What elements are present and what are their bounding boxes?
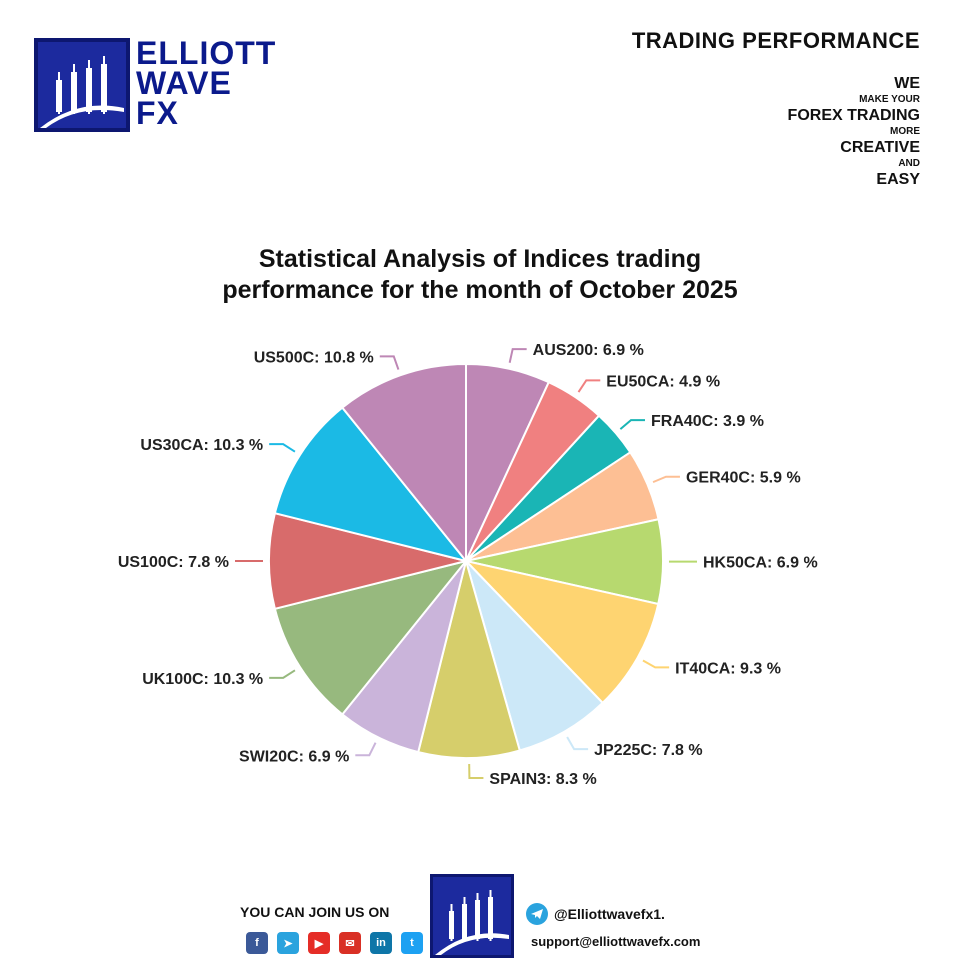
twitter-icon[interactable]: t — [401, 932, 423, 954]
slice-label: US100C: 7.8 % — [118, 554, 229, 571]
chart-title: Statistical Analysis of Indices trading … — [0, 244, 960, 306]
leader-line — [269, 669, 296, 679]
pie-slice — [416, 557, 522, 759]
slice-label: GER40C: 5.9 % — [686, 470, 801, 487]
linkedin-icon[interactable]: in — [370, 932, 392, 954]
footer-logo — [430, 874, 514, 958]
tagline-line: FOREX TRADING — [787, 107, 920, 124]
tagline: WE MAKE YOUR FOREX TRADING MORE CREATIVE AND E… — [788, 74, 920, 190]
slice-label: AUS200: 6.9 % — [533, 342, 644, 359]
brand-logo: ELLIOTT WAVE FX — [34, 35, 304, 134]
slice-label: UK100C: 10.3 % — [142, 671, 263, 688]
page-title: TRADING PERFORMANCE — [631, 28, 920, 53]
logo-wordmark: ELLIOTT WAVE FX — [136, 35, 277, 131]
slice-label: US500C: 10.8 % — [254, 349, 374, 366]
chart-title-line: performance for the month of October 202… — [222, 276, 738, 304]
slice-label: SPAIN3: 8.3 % — [489, 771, 596, 788]
leader-line — [619, 419, 646, 430]
tagline-line: AND — [898, 158, 920, 169]
telegram-contact[interactable]: @Elliottwavefx1. — [526, 903, 665, 925]
join-us-text: YOU CAN JOIN US ON — [240, 904, 390, 920]
pie-slice — [273, 406, 469, 563]
slice-label: FRA40C: 3.9 % — [651, 413, 764, 430]
leader-line — [379, 355, 400, 370]
slice-label: EU50CA: 4.9 % — [606, 373, 720, 390]
facebook-icon[interactable]: f — [246, 932, 268, 954]
pie-slice — [340, 362, 467, 564]
social-links: f ➤ ▶ ✉ in t — [246, 932, 423, 954]
slice-label: IT40CA: 9.3 % — [675, 660, 781, 677]
tagline-line: MAKE YOUR — [859, 94, 920, 105]
support-email[interactable]: support@elliottwavefx.com — [531, 934, 701, 949]
leader-line — [355, 742, 377, 757]
slice-label: JP225C: 7.8 % — [594, 742, 703, 759]
telegram-icon[interactable]: ➤ — [277, 932, 299, 954]
leader-line — [642, 659, 670, 669]
tagline-line: MORE — [890, 126, 920, 137]
pie-slice — [465, 560, 605, 752]
logo-word: ELLIOTT — [136, 35, 277, 71]
leader-line — [508, 348, 527, 363]
youtube-icon[interactable]: ▶ — [308, 932, 330, 954]
leader-line — [652, 475, 680, 484]
leader-line — [468, 763, 484, 779]
pie-slice — [268, 511, 467, 611]
tagline-line: EASY — [876, 171, 920, 188]
slice-label: US30CA: 10.3 % — [140, 437, 263, 454]
telegram-icon — [526, 903, 548, 925]
logo-mark — [34, 38, 130, 132]
slice-label: SWI20C: 6.9 % — [239, 748, 349, 765]
pie-slice — [462, 559, 660, 705]
leader-line — [269, 443, 296, 453]
tagline-line: CREATIVE — [840, 139, 920, 156]
chart-title-line: Statistical Analysis of Indices trading — [258, 245, 702, 273]
pie-slice — [273, 559, 469, 716]
leader-line — [566, 736, 589, 751]
slice-label: HK50CA: 6.9 % — [703, 555, 818, 572]
logo-word: WAVE — [136, 65, 232, 101]
telegram-handle[interactable]: @Elliottwavefx1. — [554, 906, 665, 922]
mail-icon[interactable]: ✉ — [339, 932, 361, 954]
logo-word: FX — [136, 95, 179, 131]
leader-line — [577, 379, 601, 393]
tagline-line: WE — [894, 75, 920, 92]
